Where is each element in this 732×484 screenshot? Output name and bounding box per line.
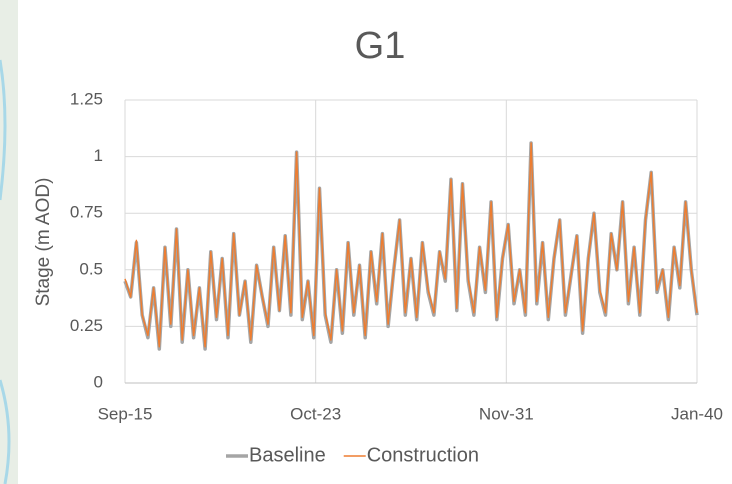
x-tick-label: Oct-23 <box>290 404 341 423</box>
map-river <box>0 59 11 484</box>
x-tick-label: Nov-31 <box>479 404 534 423</box>
y-tick-label: 0 <box>94 372 103 391</box>
y-tick-label: 1 <box>94 146 103 165</box>
y-tick-label: 0.5 <box>79 259 103 278</box>
y-tick-label: 0.75 <box>70 203 103 222</box>
legend-label: Baseline <box>249 444 326 466</box>
y-tick-label: 1.25 <box>70 89 103 108</box>
x-tick-label: Jan-40 <box>671 404 723 423</box>
series-line <box>124 142 698 348</box>
legend: Baseline Construction <box>226 444 479 466</box>
chart-title: G1 <box>355 25 406 67</box>
x-tick-label: Sep-15 <box>98 404 153 423</box>
y-axis-label: Stage (m AOD) <box>33 178 54 307</box>
legend-label: Construction <box>367 444 479 466</box>
y-tick-label: 0.25 <box>70 316 103 335</box>
